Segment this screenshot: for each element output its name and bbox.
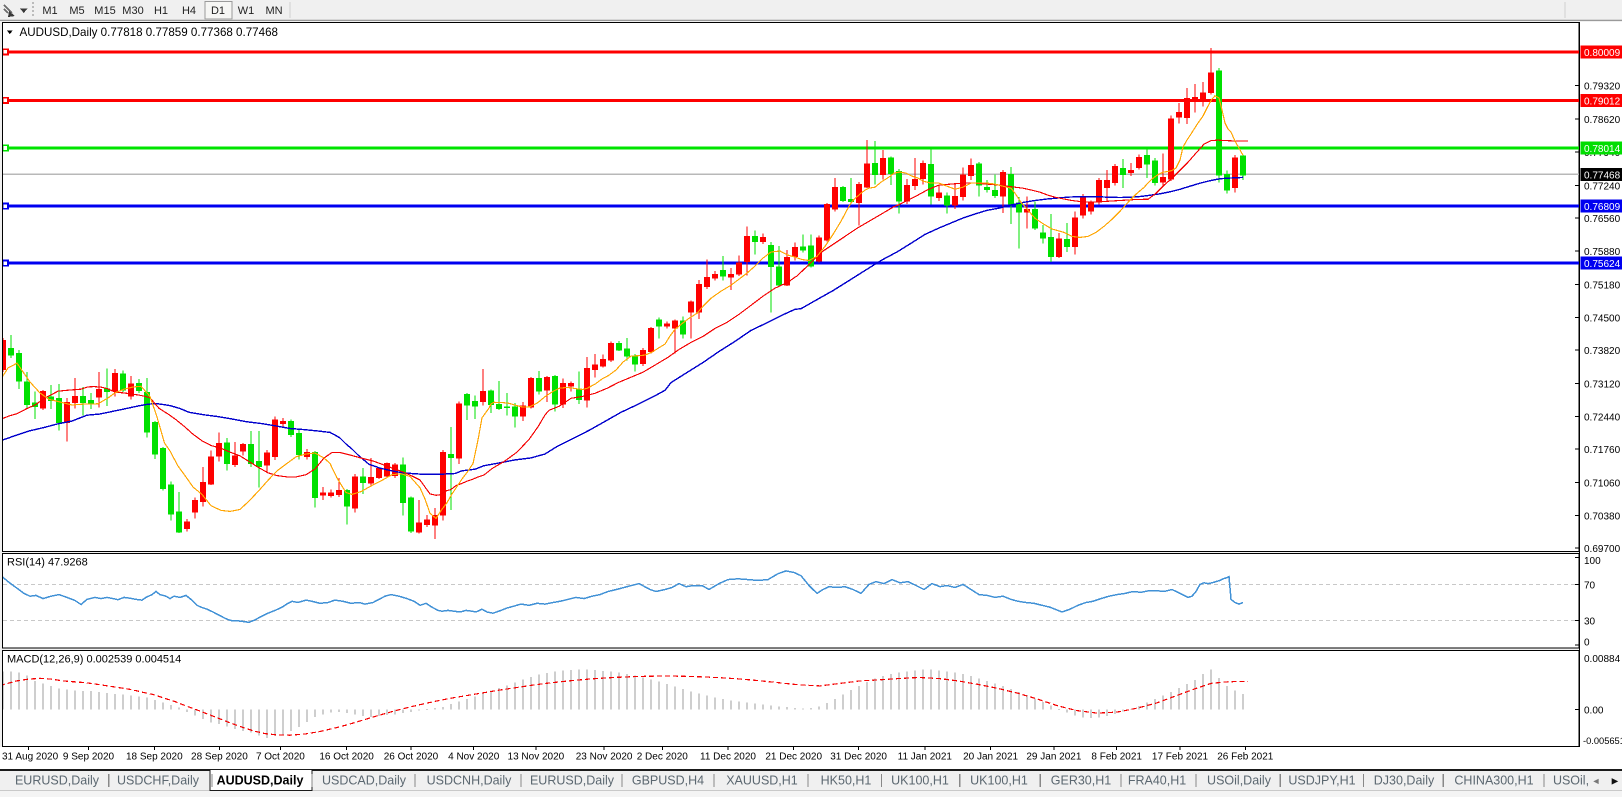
svg-text:70: 70 [1584,581,1596,592]
svg-text:0.78014: 0.78014 [1584,144,1621,155]
svg-text:31 Aug 2020: 31 Aug 2020 [2,752,59,763]
svg-text:8 Feb 2021: 8 Feb 2021 [1091,752,1142,763]
svg-text:0.80009: 0.80009 [1584,48,1621,59]
svg-text:GER30,H1: GER30,H1 [1051,774,1111,788]
svg-text:23 Nov 2020: 23 Nov 2020 [576,752,633,763]
svg-text:-0.005651: -0.005651 [1583,736,1622,746]
svg-text:0.79320: 0.79320 [1584,82,1621,93]
svg-text:9 Sep 2020: 9 Sep 2020 [63,752,115,763]
svg-text:30: 30 [1584,617,1596,628]
svg-text:0.70380: 0.70380 [1584,511,1621,522]
svg-text:29 Jan 2021: 29 Jan 2021 [1026,752,1081,763]
svg-text:MACD(12,26,9) 0.002539 0.00451: MACD(12,26,9) 0.002539 0.004514 [7,654,181,666]
svg-text:UK100,H1: UK100,H1 [891,774,949,788]
svg-text:0.74500: 0.74500 [1584,313,1621,324]
svg-text:0.75180: 0.75180 [1584,281,1621,292]
svg-text:2 Dec 2020: 2 Dec 2020 [637,752,689,763]
svg-text:7 Oct 2020: 7 Oct 2020 [256,752,305,763]
svg-text:DJ30,Daily: DJ30,Daily [1374,774,1435,788]
svg-text:0.73820: 0.73820 [1584,346,1621,357]
svg-text:31 Dec 2020: 31 Dec 2020 [830,752,887,763]
svg-text:0.78620: 0.78620 [1584,115,1621,126]
svg-text:M5: M5 [69,5,84,17]
svg-text:17 Feb 2021: 17 Feb 2021 [1152,752,1209,763]
svg-text:0.00884: 0.00884 [1584,654,1621,665]
svg-text:18 Sep 2020: 18 Sep 2020 [126,752,183,763]
svg-text:W1: W1 [238,5,255,17]
svg-text:USDCAD,Daily: USDCAD,Daily [322,774,407,788]
svg-text:0.79012: 0.79012 [1584,96,1621,107]
svg-text:MN: MN [265,5,282,17]
svg-text:USDJPY,H1: USDJPY,H1 [1288,774,1355,788]
svg-text:H1: H1 [154,5,168,17]
svg-text:26 Feb 2021: 26 Feb 2021 [1217,752,1274,763]
svg-text:13 Nov 2020: 13 Nov 2020 [508,752,565,763]
svg-text:16 Oct 2020: 16 Oct 2020 [319,752,374,763]
svg-text:0.75880: 0.75880 [1584,247,1621,258]
svg-text:11 Jan 2021: 11 Jan 2021 [898,752,953,763]
svg-text:H4: H4 [182,5,196,17]
svg-text:◄: ◄ [1592,776,1601,786]
svg-text:0.73120: 0.73120 [1584,380,1621,391]
svg-text:0.75624: 0.75624 [1584,259,1621,270]
svg-text:28 Sep 2020: 28 Sep 2020 [191,752,248,763]
svg-text:XAUUSD,H1: XAUUSD,H1 [726,774,798,788]
svg-text:EURUSD,Daily: EURUSD,Daily [530,774,615,788]
svg-text:11 Dec 2020: 11 Dec 2020 [700,752,756,763]
svg-text:0.77468: 0.77468 [1584,171,1621,182]
svg-text:M15: M15 [94,5,115,17]
svg-text:UK100,H1: UK100,H1 [970,774,1028,788]
svg-text:HK50,H1: HK50,H1 [821,774,872,788]
svg-text:GBPUSD,H4: GBPUSD,H4 [632,774,704,788]
svg-text:AUDUSD,Daily: AUDUSD,Daily [217,774,304,788]
svg-text:M1: M1 [42,5,57,17]
svg-text:0.76809: 0.76809 [1584,202,1621,213]
svg-text:CHINA300,H1: CHINA300,H1 [1454,774,1533,788]
svg-text:USOil,: USOil, [1553,774,1589,788]
svg-text:0.72440: 0.72440 [1584,412,1621,423]
svg-text:0.77240: 0.77240 [1584,182,1621,193]
svg-text:AUDUSD,Daily 0.77818 0.77859: AUDUSD,Daily 0.77818 0.77859 0.77368 0.7… [20,26,278,39]
svg-text:M30: M30 [122,5,143,17]
svg-text:0.76560: 0.76560 [1584,214,1621,225]
svg-text:FRA40,H1: FRA40,H1 [1128,774,1186,788]
svg-text:►: ► [1610,776,1621,788]
svg-text:D1: D1 [211,5,225,17]
svg-text:20 Jan 2021: 20 Jan 2021 [963,752,1018,763]
svg-text:USOil,Daily: USOil,Daily [1207,774,1272,788]
svg-text:USDCHF,Daily: USDCHF,Daily [117,774,200,788]
svg-text:100: 100 [1584,556,1601,567]
svg-text:RSI(14) 47.9268: RSI(14) 47.9268 [7,557,88,569]
svg-text:0.69700: 0.69700 [1584,544,1621,555]
svg-text:USDCNH,Daily: USDCNH,Daily [427,774,512,788]
svg-text:4 Nov 2020: 4 Nov 2020 [448,752,500,763]
svg-text:21 Dec 2020: 21 Dec 2020 [765,752,822,763]
svg-text:0.71760: 0.71760 [1584,445,1621,456]
svg-text:0.00: 0.00 [1584,706,1604,717]
svg-text:0: 0 [1584,638,1590,649]
svg-text:0.71060: 0.71060 [1584,479,1621,490]
svg-text:EURUSD,Daily: EURUSD,Daily [15,774,100,788]
svg-text:26 Oct 2020: 26 Oct 2020 [384,752,439,763]
